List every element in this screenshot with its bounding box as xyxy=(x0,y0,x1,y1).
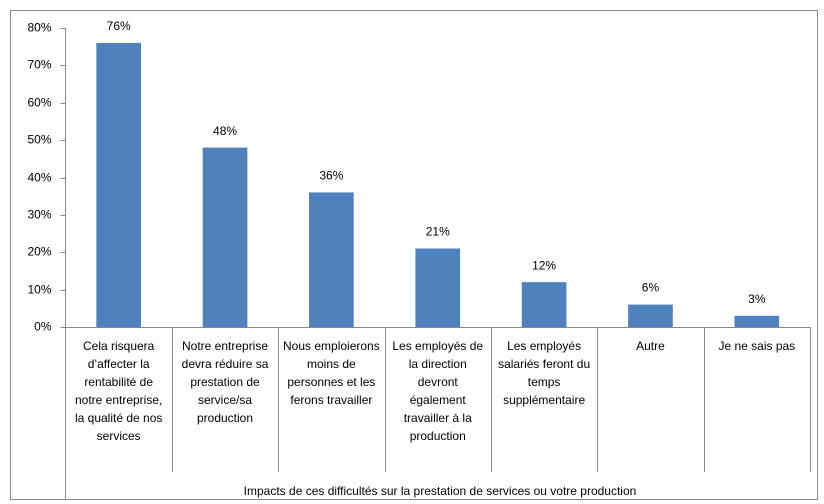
bar xyxy=(734,315,780,327)
y-tick-label: 10% xyxy=(27,283,51,297)
bar xyxy=(415,248,461,327)
x-tick-label: Autre xyxy=(636,339,665,353)
y-tick-label: 50% xyxy=(27,133,51,147)
x-tick-label: Les employés de la direction devront éga… xyxy=(392,339,484,443)
x-tick-label: Nous emploierons moins de personnes et l… xyxy=(283,339,380,407)
y-tick-label: 70% xyxy=(27,58,51,72)
y-tick-label: 20% xyxy=(27,245,51,259)
y-tick-label: 40% xyxy=(27,171,51,185)
data-label: 36% xyxy=(319,169,343,183)
chart-border xyxy=(10,10,818,500)
bar xyxy=(628,304,673,327)
y-tick-label: 30% xyxy=(27,208,51,222)
y-tick-label: 0% xyxy=(34,320,52,334)
bar xyxy=(202,147,248,327)
data-label: 3% xyxy=(748,292,766,306)
bar xyxy=(96,42,142,327)
x-tick-label: Notre entreprise devra réduire sa presta… xyxy=(181,339,269,425)
data-label: 12% xyxy=(532,258,556,272)
data-label: 48% xyxy=(213,124,237,138)
y-tick-label: 60% xyxy=(27,96,51,110)
x-tick-label: Je ne sais pas xyxy=(718,339,796,353)
data-label: 21% xyxy=(426,225,450,239)
data-label: 76% xyxy=(107,19,131,33)
x-tick-label: Cela risquera d’affecter la rentabilité … xyxy=(74,339,163,443)
x-tick-label: Les employés salariés feront du temps su… xyxy=(498,339,591,407)
data-label: 6% xyxy=(642,281,660,295)
bar xyxy=(309,192,354,327)
bar xyxy=(521,282,567,327)
x-axis-title: Impacts de ces difficultés sur la presta… xyxy=(244,484,637,498)
y-tick-label: 80% xyxy=(27,21,51,35)
